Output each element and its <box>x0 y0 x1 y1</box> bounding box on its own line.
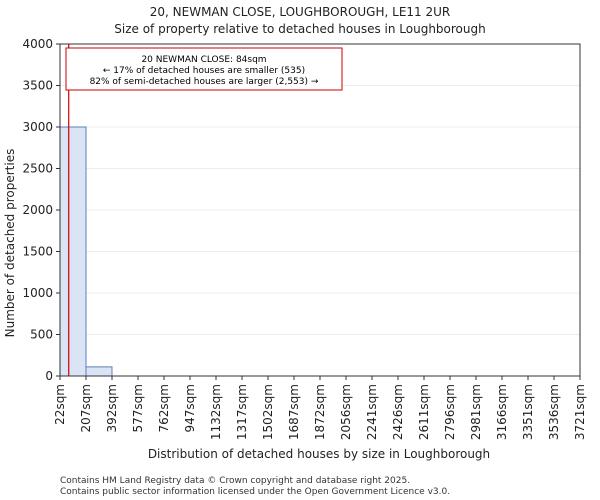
x-axis-label: Distribution of detached houses by size … <box>148 447 490 461</box>
x-tick-label: 207sqm <box>79 384 93 432</box>
y-tick-label: 0 <box>45 369 53 383</box>
bar <box>59 126 87 377</box>
footer-line-2: Contains public sector information licen… <box>60 487 450 497</box>
x-axis: 22sqm 207sqm 392sqm 577sqm 762sqm 947sqm 1132s… <box>53 376 587 440</box>
bar <box>85 366 113 377</box>
y-tick-label: 3500 <box>22 79 53 93</box>
y-tick-label: 3000 <box>22 120 53 134</box>
x-tick-label: 1687sqm <box>287 384 301 440</box>
x-tick-label: 3721sqm <box>573 384 587 440</box>
x-tick-label: 392sqm <box>105 384 119 432</box>
y-axis: 0 500 1000 1500 2000 2500 3000 3500 4000 <box>22 37 60 383</box>
annotation-line-3: 82% of semi-detached houses are larger (… <box>90 77 319 87</box>
annotation-line-2: ← 17% of detached houses are smaller (53… <box>103 66 305 76</box>
bars-layer <box>59 126 113 377</box>
x-tick-label: 2426sqm <box>391 384 405 440</box>
x-tick-label: 1872sqm <box>313 384 327 440</box>
x-tick-label: 3536sqm <box>547 384 561 440</box>
x-tick-label: 1132sqm <box>209 384 223 440</box>
x-tick-label: 2611sqm <box>417 384 431 440</box>
y-tick-label: 1000 <box>22 286 53 300</box>
y-tick-label: 1500 <box>22 245 53 259</box>
annotation-line-1: 20 NEWMAN CLOSE: 84sqm <box>141 55 266 65</box>
y-axis-label: Number of detached properties <box>3 149 17 338</box>
y-tick-label: 500 <box>30 328 53 342</box>
annotation-box <box>65 47 343 91</box>
x-tick-label: 762sqm <box>157 384 171 432</box>
x-tick-label: 2056sqm <box>339 384 353 440</box>
x-tick-label: 3166sqm <box>495 384 509 440</box>
x-tick-label: 3351sqm <box>521 384 535 440</box>
x-tick-label: 577sqm <box>131 384 145 432</box>
chart-title: 20, NEWMAN CLOSE, LOUGHBOROUGH, LE11 2UR <box>150 5 451 19</box>
x-tick-label: 2241sqm <box>365 384 379 440</box>
x-tick-label: 2796sqm <box>443 384 457 440</box>
y-tick-label: 2500 <box>22 162 53 176</box>
grid-layer <box>60 43 580 377</box>
x-tick-label: 1317sqm <box>235 384 249 440</box>
x-tick-label: 1502sqm <box>261 384 275 440</box>
y-tick-label: 4000 <box>22 37 53 51</box>
x-tick-label: 2981sqm <box>469 384 483 440</box>
chart-subtitle: Size of property relative to detached ho… <box>114 22 485 36</box>
x-tick-label: 947sqm <box>183 384 197 432</box>
y-tick-label: 2000 <box>22 203 53 217</box>
x-tick-label: 22sqm <box>53 384 67 425</box>
footer-line-1: Contains HM Land Registry data © Crown c… <box>60 476 410 486</box>
